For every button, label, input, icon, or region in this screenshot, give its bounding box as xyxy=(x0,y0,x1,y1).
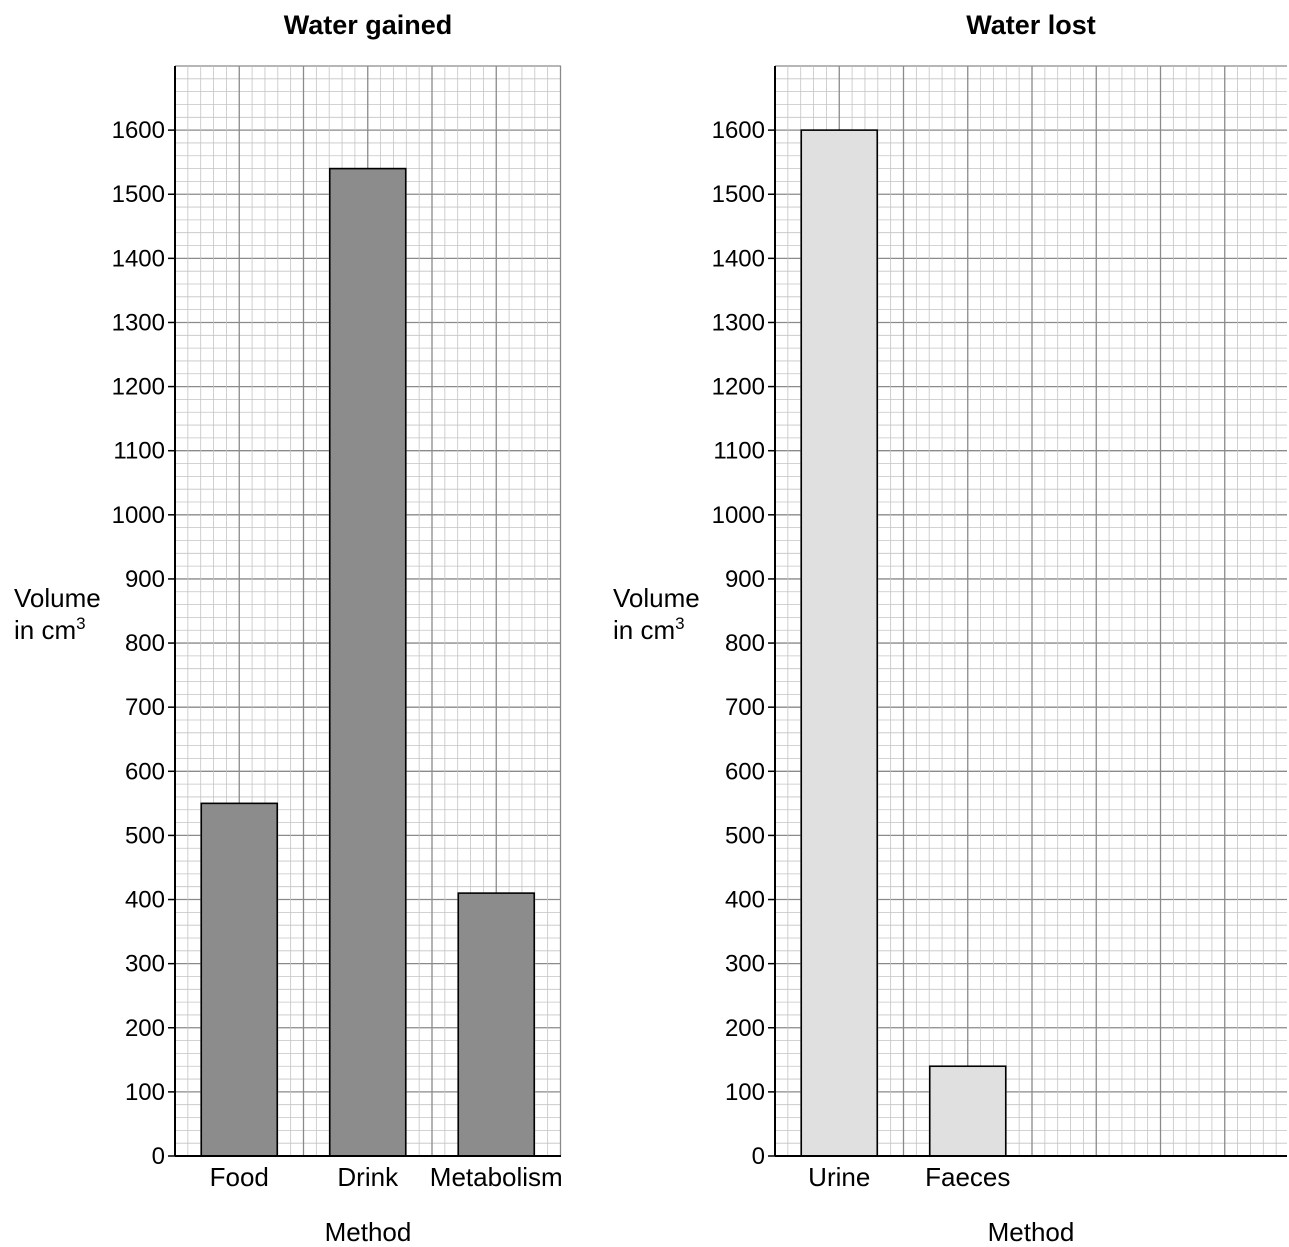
y-tick-label: 400 xyxy=(725,887,765,914)
y-tick-label: 1300 xyxy=(112,309,165,336)
x-axis-label: Method xyxy=(988,1217,1075,1247)
y-axis-label-line1: Volume xyxy=(613,583,700,613)
y-tick-label: 200 xyxy=(125,1015,165,1042)
y-tick-label: 300 xyxy=(725,951,765,978)
y-tick-label: 1500 xyxy=(112,181,165,208)
water-gained-chart: Water gained 0 100 200 300 400 500 600 700 800 90… xyxy=(14,10,563,1247)
y-tick-label: 1600 xyxy=(712,117,765,144)
water-lost-chart: Water lost 0 100 200 300 400 500 600 700 800 900 1… xyxy=(613,10,1287,1247)
y-tick-label: 1400 xyxy=(712,245,765,272)
y-tick-label: 500 xyxy=(725,822,765,849)
y-tick-label: 800 xyxy=(725,630,765,657)
y-tick-label: 800 xyxy=(125,630,165,657)
y-tick-label: 1000 xyxy=(712,502,765,529)
chart-title: Water lost xyxy=(966,10,1096,40)
y-axis-label-line2: in cm3 xyxy=(613,614,685,645)
category-label: Urine xyxy=(808,1162,870,1192)
bar-metabolism xyxy=(457,892,536,1157)
bar-drink xyxy=(328,167,407,1157)
y-tick-label: 1100 xyxy=(713,438,765,465)
y-tick-label: 900 xyxy=(125,566,165,593)
y-tick-label: 1500 xyxy=(712,181,765,208)
y-tick-label: 100 xyxy=(725,1079,765,1106)
y-tick-label: 600 xyxy=(125,758,165,785)
category-label: Faeces xyxy=(925,1162,1010,1192)
category-label: Metabolism xyxy=(430,1162,563,1192)
y-tick-label: 1300 xyxy=(712,309,765,336)
y-tick-label: 1000 xyxy=(112,502,165,529)
y-tick-label: 1600 xyxy=(112,117,165,144)
y-axis-label-line1: Volume xyxy=(14,583,101,613)
y-tick-label: 0 xyxy=(752,1143,765,1170)
y-tick-label: 100 xyxy=(125,1079,165,1106)
y-tick-label: 700 xyxy=(725,694,765,721)
chart-title: Water gained xyxy=(284,10,453,40)
y-tick-label: 400 xyxy=(125,887,165,914)
category-label: Food xyxy=(210,1162,269,1192)
category-label: Drink xyxy=(337,1162,399,1192)
y-tick-label: 0 xyxy=(152,1143,165,1170)
y-tick-label: 300 xyxy=(125,951,165,978)
bar-urine xyxy=(800,129,879,1157)
y-tick-label: 1100 xyxy=(113,438,165,465)
x-axis-label: Method xyxy=(325,1217,412,1247)
bar-food xyxy=(200,802,279,1157)
y-tick-label: 1200 xyxy=(712,374,765,401)
y-tick-label: 500 xyxy=(125,822,165,849)
y-axis-label-line2: in cm3 xyxy=(14,614,86,645)
y-tick-label: 700 xyxy=(125,694,165,721)
y-tick-label: 600 xyxy=(725,758,765,785)
bar-faeces xyxy=(928,1065,1007,1157)
y-tick-label: 200 xyxy=(725,1015,765,1042)
y-tick-label: 1200 xyxy=(112,374,165,401)
y-tick-label: 900 xyxy=(725,566,765,593)
y-tick-label: 1400 xyxy=(112,245,165,272)
